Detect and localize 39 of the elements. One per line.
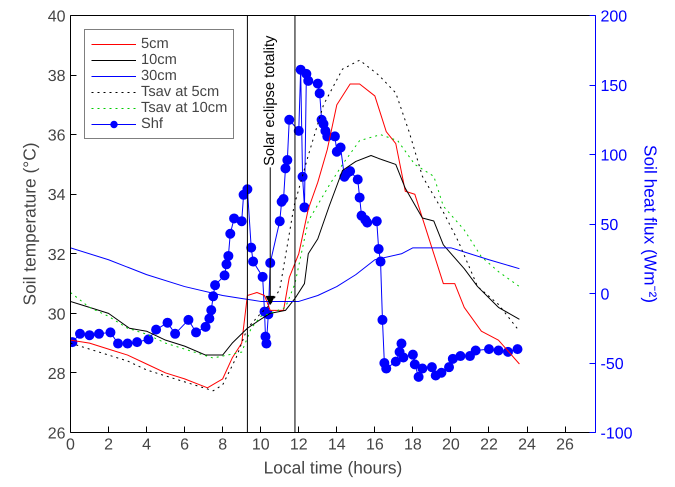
x-tick-label: 16 (366, 436, 384, 454)
x-tick-label: 4 (142, 436, 152, 454)
x-axis-title: Local time (hours) (264, 458, 402, 478)
y-tick-label: 34 (48, 187, 66, 204)
legend-label: Tsav at 5cm (141, 84, 220, 100)
y-tick-label: 26 (48, 426, 66, 442)
x-tick-label: 26 (556, 436, 574, 454)
y-tick-label: 36 (48, 128, 66, 145)
y2-tick-label: 50 (600, 217, 618, 234)
x-tick-label: 14 (328, 436, 346, 454)
y2-tick-label: 100 (600, 148, 628, 164)
x-tick-label: 0 (66, 436, 76, 454)
legend-label: 30cm (141, 68, 177, 84)
y-tick-label: 28 (48, 366, 66, 383)
x-tick-label: 12 (290, 436, 308, 454)
y-tick-label: 32 (48, 246, 66, 264)
x-tick-label: 2 (104, 436, 114, 454)
x-tick-label: 6 (180, 436, 190, 454)
legend-label: 5cm (141, 36, 169, 52)
annotation: Solar eclipse totality (262, 34, 278, 166)
y-tick-label: 30 (48, 306, 66, 324)
y-axis-title: Soil temperature (°C) (20, 142, 40, 306)
y2-tick-label: 0 (600, 286, 610, 304)
x-tick-label: 20 (442, 436, 460, 454)
y-tick-label: 38 (48, 68, 66, 86)
y2-tick-label: -50 (600, 356, 624, 373)
legend-label: 10cm (141, 52, 177, 68)
y2-axis-title: Soil heat flux (Wm⁻²) (640, 144, 661, 304)
legend-label: Tsav at 10cm (141, 100, 228, 116)
y2-tick-label: 150 (600, 78, 628, 95)
y2-tick-label: 200 (600, 8, 628, 26)
y2-tick-label: -100 (600, 426, 633, 442)
x-tick-label: 10 (252, 436, 270, 454)
x-tick-label: 22 (480, 436, 498, 454)
legend-label: Shf (141, 116, 163, 132)
x-tick-label: 24 (518, 436, 536, 454)
y-tick-label: 40 (48, 8, 66, 26)
x-tick-label: 8 (218, 436, 228, 454)
x-tick-label: 18 (404, 436, 422, 454)
